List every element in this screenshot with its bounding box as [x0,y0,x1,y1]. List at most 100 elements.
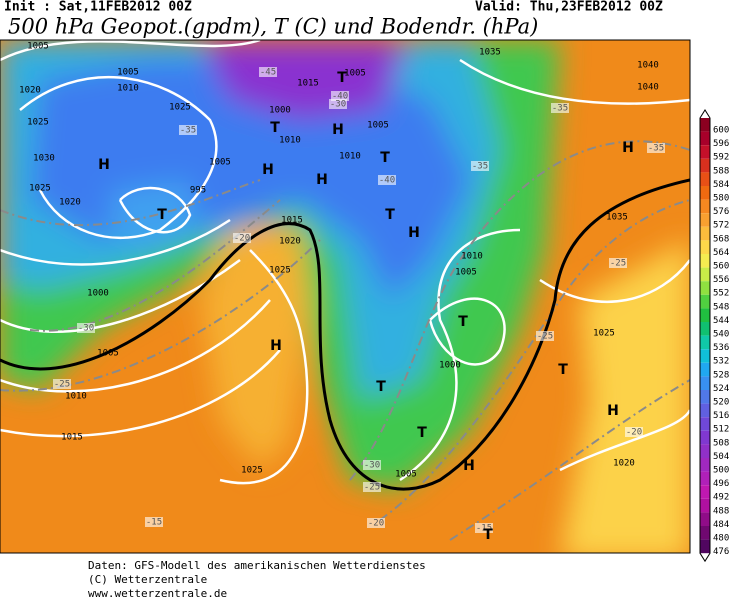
pressure-center: H [408,225,420,241]
colorbar-swatch [700,213,710,227]
pressure-center: T [157,207,167,223]
colorbar-label: 596 [713,139,729,149]
temperature-label-box [536,331,554,341]
isobar-label: 1010 [339,152,361,162]
temperature-label-box [475,523,493,533]
isobar-label: 1010 [117,84,139,94]
colorbar-label: 572 [713,221,729,231]
isobar-label: 1005 [455,268,477,278]
temperature-label: -25 [537,332,553,342]
isobar-label: 1015 [297,79,319,89]
pressure-center: H [332,122,344,138]
valid-time: Valid: Thu,23FEB2012 00Z [475,0,663,15]
isobar-label: 1035 [606,213,628,223]
isobar-label: 995 [190,186,206,196]
colorbar-label: 576 [713,207,729,217]
colorbar-swatch [700,485,710,499]
colorbar-swatch [700,349,710,363]
colorbar-label: 512 [713,425,729,435]
pressure-center: H [622,140,634,156]
colorbar-label: 516 [713,411,729,421]
colorbar-swatch [700,512,710,526]
colorbar-swatch [700,458,710,472]
temperature-label: -15 [476,524,492,534]
temperature-label: -25 [364,483,380,493]
temperature-label: -20 [626,428,642,438]
temperature-label-box [233,233,251,243]
isobar-label: 1015 [281,216,303,226]
temperature-label: -40 [379,176,395,186]
colorbar-label: 536 [713,343,729,353]
colorbar-label: 560 [713,262,729,272]
colorbar-outline [699,109,711,563]
pressure-center: H [463,458,475,474]
pressure-center: T [458,314,468,330]
isobar-label: 1020 [59,198,81,208]
isobar-label: 1000 [87,289,109,299]
colorbar-swatch [700,240,710,254]
temperature-label: -20 [234,234,250,244]
colorbar-label: 588 [713,166,729,176]
colorbar-label: 496 [713,479,729,489]
isobar-label: 1000 [269,106,291,116]
temperature-label-box [471,161,489,171]
temperature-label-box [625,427,643,437]
footer-source: Daten: GFS-Modell des amerikanischen Wet… [88,559,426,572]
temperature-label: -30 [78,324,94,334]
temperature-label: -45 [260,68,276,78]
colorbar-swatch [700,430,710,445]
temperature-label-box [609,258,627,268]
colorbar-label: 528 [713,370,729,380]
colorbar-label: 488 [713,506,729,516]
isobar-label: 1040 [637,61,659,71]
isobar-label: 1030 [33,154,55,164]
colorbar-swatch [700,118,710,132]
temperature-label: -30 [330,100,346,110]
colorbar-swatch [700,417,710,431]
isobar-label: 1020 [613,459,635,469]
isobar-label: 1025 [27,118,49,128]
colorbar-swatch [700,145,710,159]
temperature-label-box [551,103,569,113]
colorbar-swatch [700,254,710,268]
colorbar-label: 564 [713,248,729,258]
isobar-label: 1005 [97,349,119,359]
temperature-label-box [363,482,381,492]
pressure-center: T [337,70,347,86]
colorbar-label: 540 [713,330,729,340]
isobar-label: 1005 [344,69,366,79]
colorbar-swatch [700,403,710,418]
pressure-center: T [417,425,427,441]
isobar-label: 1035 [479,48,501,58]
temperature-label: -35 [648,144,664,154]
temperature-label-box [329,99,347,109]
pressure-center: T [380,150,390,166]
colorbar-swatch [700,471,710,486]
temperature-label-box [647,143,665,153]
colorbar-swatch [700,322,710,336]
temperature-label-box [145,517,163,527]
temperature-label-box [378,175,396,185]
temperature-label: -35 [472,162,488,172]
colorbar-label: 592 [713,153,729,163]
colorbar-swatch [700,294,710,309]
isobar-label: 1005 [117,68,139,78]
temperature-label-box [331,91,349,101]
colorbar-label: 532 [713,357,729,367]
colorbar-label: 568 [713,234,729,244]
colorbar-label: 492 [713,493,729,503]
pressure-center: T [376,379,386,395]
colorbar-label: 556 [713,275,729,285]
footer-url: www.wetterzentrale.de [88,587,227,600]
colorbar-label: 480 [713,534,729,544]
init-time: Init : Sat,11FEB2012 00Z [4,0,192,15]
isobar-label: 1025 [169,103,191,113]
colorbar-swatch [700,308,710,322]
pressure-center: H [262,162,274,178]
temperature-label-box [53,379,71,389]
isobar-label: 1040 [637,83,659,93]
temperature-label: -25 [54,380,70,390]
isobar-label: 1015 [61,433,83,443]
colorbar-swatch [700,362,710,377]
